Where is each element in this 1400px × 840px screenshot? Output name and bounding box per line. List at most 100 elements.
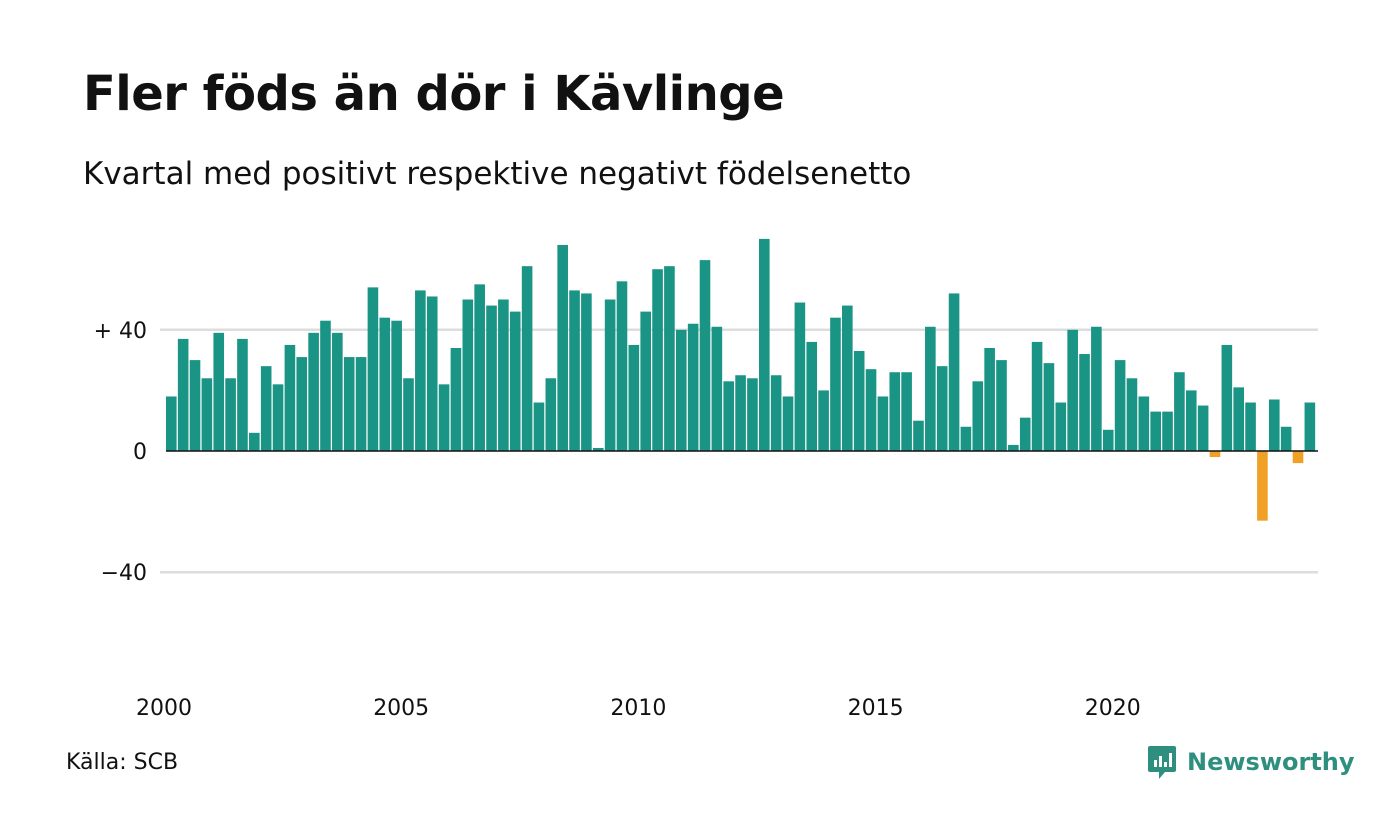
bar [533, 402, 545, 451]
bar [166, 396, 177, 451]
bar [1257, 451, 1268, 521]
bar [889, 372, 901, 451]
bar [913, 420, 924, 451]
bar [462, 299, 474, 451]
bar [296, 357, 308, 451]
bar [308, 332, 319, 451]
bar [1138, 396, 1150, 451]
bar [984, 347, 995, 451]
y-tick-label: 0 [133, 440, 147, 465]
bar [486, 305, 497, 451]
bar [1102, 429, 1114, 451]
bar [901, 372, 912, 451]
bar [759, 238, 770, 451]
bar [747, 378, 758, 451]
bar [687, 323, 699, 451]
bar [474, 284, 485, 451]
bar [592, 447, 604, 451]
bar [355, 357, 367, 451]
bar [1067, 329, 1078, 451]
bar [1150, 411, 1161, 451]
bar [675, 329, 687, 451]
source-note: Källa: SCB [66, 750, 179, 775]
bar [711, 326, 723, 451]
bar [284, 344, 296, 451]
bar [806, 341, 818, 451]
bar [438, 384, 450, 451]
bar [177, 338, 189, 451]
bar [332, 332, 343, 451]
bar [225, 378, 236, 451]
bar [237, 338, 248, 451]
bar [403, 378, 414, 451]
chart-title: Fler föds än dör i Kävlinge [83, 66, 785, 122]
bar [415, 290, 426, 451]
bar [1174, 372, 1185, 451]
bar [1031, 341, 1043, 451]
x-tick-label: 2015 [848, 696, 904, 721]
bar [320, 320, 331, 451]
x-tick-label: 2020 [1085, 696, 1141, 721]
bar [1209, 451, 1221, 458]
bar [1126, 378, 1138, 451]
brand-logo: Newsworthy [1147, 744, 1355, 780]
bar [1185, 390, 1197, 451]
x-tick-label: 2005 [373, 696, 429, 721]
bar [545, 378, 557, 451]
bar [498, 299, 509, 451]
bar [367, 287, 379, 451]
bar [830, 317, 841, 451]
bar [1292, 451, 1304, 464]
bar [652, 269, 663, 451]
bar [391, 320, 402, 451]
bar [1280, 426, 1292, 451]
bar [960, 426, 972, 451]
bar [201, 378, 213, 451]
bar [664, 266, 675, 451]
bar [936, 366, 948, 451]
bar [925, 326, 936, 451]
bar [853, 351, 865, 451]
bar [723, 381, 735, 451]
y-axis-labels: + 40 0 −40 [94, 319, 147, 586]
bar [189, 360, 201, 451]
newsworthy-icon [1148, 746, 1176, 779]
bar [996, 360, 1007, 451]
bar [877, 396, 889, 451]
bar [865, 369, 877, 451]
bar [1233, 387, 1244, 451]
bar [770, 375, 782, 451]
x-axis-labels: 2000 2005 2010 2015 2020 [136, 696, 1141, 721]
bar [794, 302, 806, 451]
bar [1268, 399, 1280, 451]
bar [735, 375, 746, 451]
bar [1114, 360, 1126, 451]
bar [1304, 402, 1316, 451]
y-tick-label: + 40 [94, 319, 147, 344]
bar [616, 281, 628, 451]
bar [818, 390, 829, 451]
bar [1221, 344, 1233, 451]
bar [581, 293, 592, 451]
chart-subtitle: Kvartal med positivt respektive negativt… [83, 156, 912, 192]
bar [249, 432, 260, 451]
bar [569, 290, 580, 451]
bar [842, 305, 853, 451]
x-tick-label: 2000 [136, 696, 192, 721]
bars [166, 238, 1316, 521]
bar [1008, 444, 1019, 451]
bar [1197, 405, 1209, 451]
bar [260, 366, 272, 451]
bar [1055, 402, 1067, 451]
bar [521, 266, 533, 451]
bar [213, 332, 225, 451]
bar [1245, 402, 1256, 451]
bar [272, 384, 284, 451]
bar [1162, 411, 1173, 451]
bar [379, 317, 391, 451]
brand-name: Newsworthy [1187, 748, 1355, 776]
bar [1043, 363, 1055, 451]
bar [343, 357, 355, 451]
bar [782, 396, 794, 451]
